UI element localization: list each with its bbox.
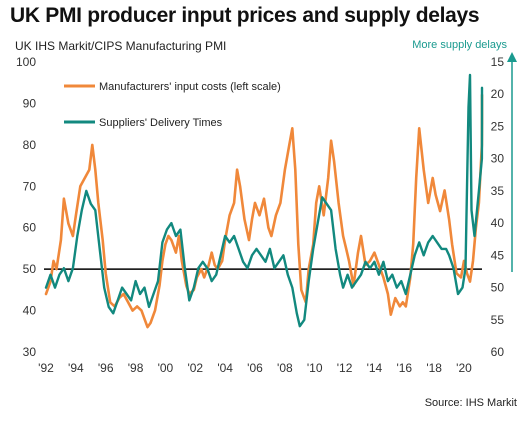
left-tick-label: 40 <box>23 304 37 318</box>
right-tick-label: 50 <box>491 281 505 295</box>
x-tick-label: '10 <box>307 361 323 375</box>
left-tick-label: 30 <box>23 345 37 359</box>
right-tick-label: 30 <box>491 152 505 166</box>
right-tick-label: 20 <box>491 87 505 101</box>
right-tick-label: 55 <box>491 313 505 327</box>
chart-subtitle: UK IHS Markit/CIPS Manufacturing PMI <box>15 39 227 53</box>
x-tick-label: '04 <box>217 361 233 375</box>
legend: Manufacturers' input costs (left scale) S… <box>64 81 281 129</box>
left-tick-label: 70 <box>23 179 37 193</box>
x-tick-label: '02 <box>187 361 203 375</box>
right-tick-label: 25 <box>491 119 505 133</box>
right-axis-note: More supply delays <box>412 39 507 51</box>
x-tick-label: '14 <box>367 361 383 375</box>
more-supply-delays-arrow <box>507 52 517 272</box>
x-tick-label: '18 <box>426 361 442 375</box>
right-axis: 15 20 25 30 35 40 45 50 55 60 <box>491 55 505 359</box>
x-tick-label: '98 <box>128 361 144 375</box>
x-tick-label: '08 <box>277 361 293 375</box>
left-tick-label: 100 <box>16 55 36 69</box>
series-group <box>44 73 484 329</box>
x-tick-label: '94 <box>68 361 84 375</box>
x-axis: '92 '94 '96 '98 '00 '02 '04 '06 '08 '10 '12 '14 '16 '… <box>38 361 472 375</box>
x-tick-label: '20 <box>456 361 472 375</box>
left-tick-label: 60 <box>23 221 37 235</box>
legend-label: Suppliers' Delivery Times <box>99 117 223 129</box>
x-tick-label: '96 <box>98 361 114 375</box>
right-tick-label: 35 <box>491 184 505 198</box>
right-tick-label: 45 <box>491 248 505 262</box>
source-note: Source: IHS Markit <box>424 397 517 409</box>
x-tick-label: '12 <box>337 361 353 375</box>
arrow-head <box>507 52 517 62</box>
x-tick-label: '00 <box>158 361 174 375</box>
left-tick-label: 50 <box>23 262 37 276</box>
x-tick-label: '16 <box>396 361 412 375</box>
right-tick-label: 40 <box>491 216 505 230</box>
left-tick-label: 80 <box>23 138 37 152</box>
chart-title: UK PMI producer input prices and supply … <box>10 4 480 27</box>
delivery-times-line <box>44 73 484 328</box>
input-costs-line <box>44 93 484 329</box>
x-tick-label: '06 <box>247 361 263 375</box>
legend-label: Manufacturers' input costs (left scale) <box>99 81 281 93</box>
left-axis: 30 40 50 60 70 80 90 100 <box>16 55 36 359</box>
left-tick-label: 90 <box>23 96 37 110</box>
x-tick-label: '92 <box>38 361 54 375</box>
right-tick-label: 60 <box>491 345 505 359</box>
right-tick-label: 15 <box>491 55 505 69</box>
